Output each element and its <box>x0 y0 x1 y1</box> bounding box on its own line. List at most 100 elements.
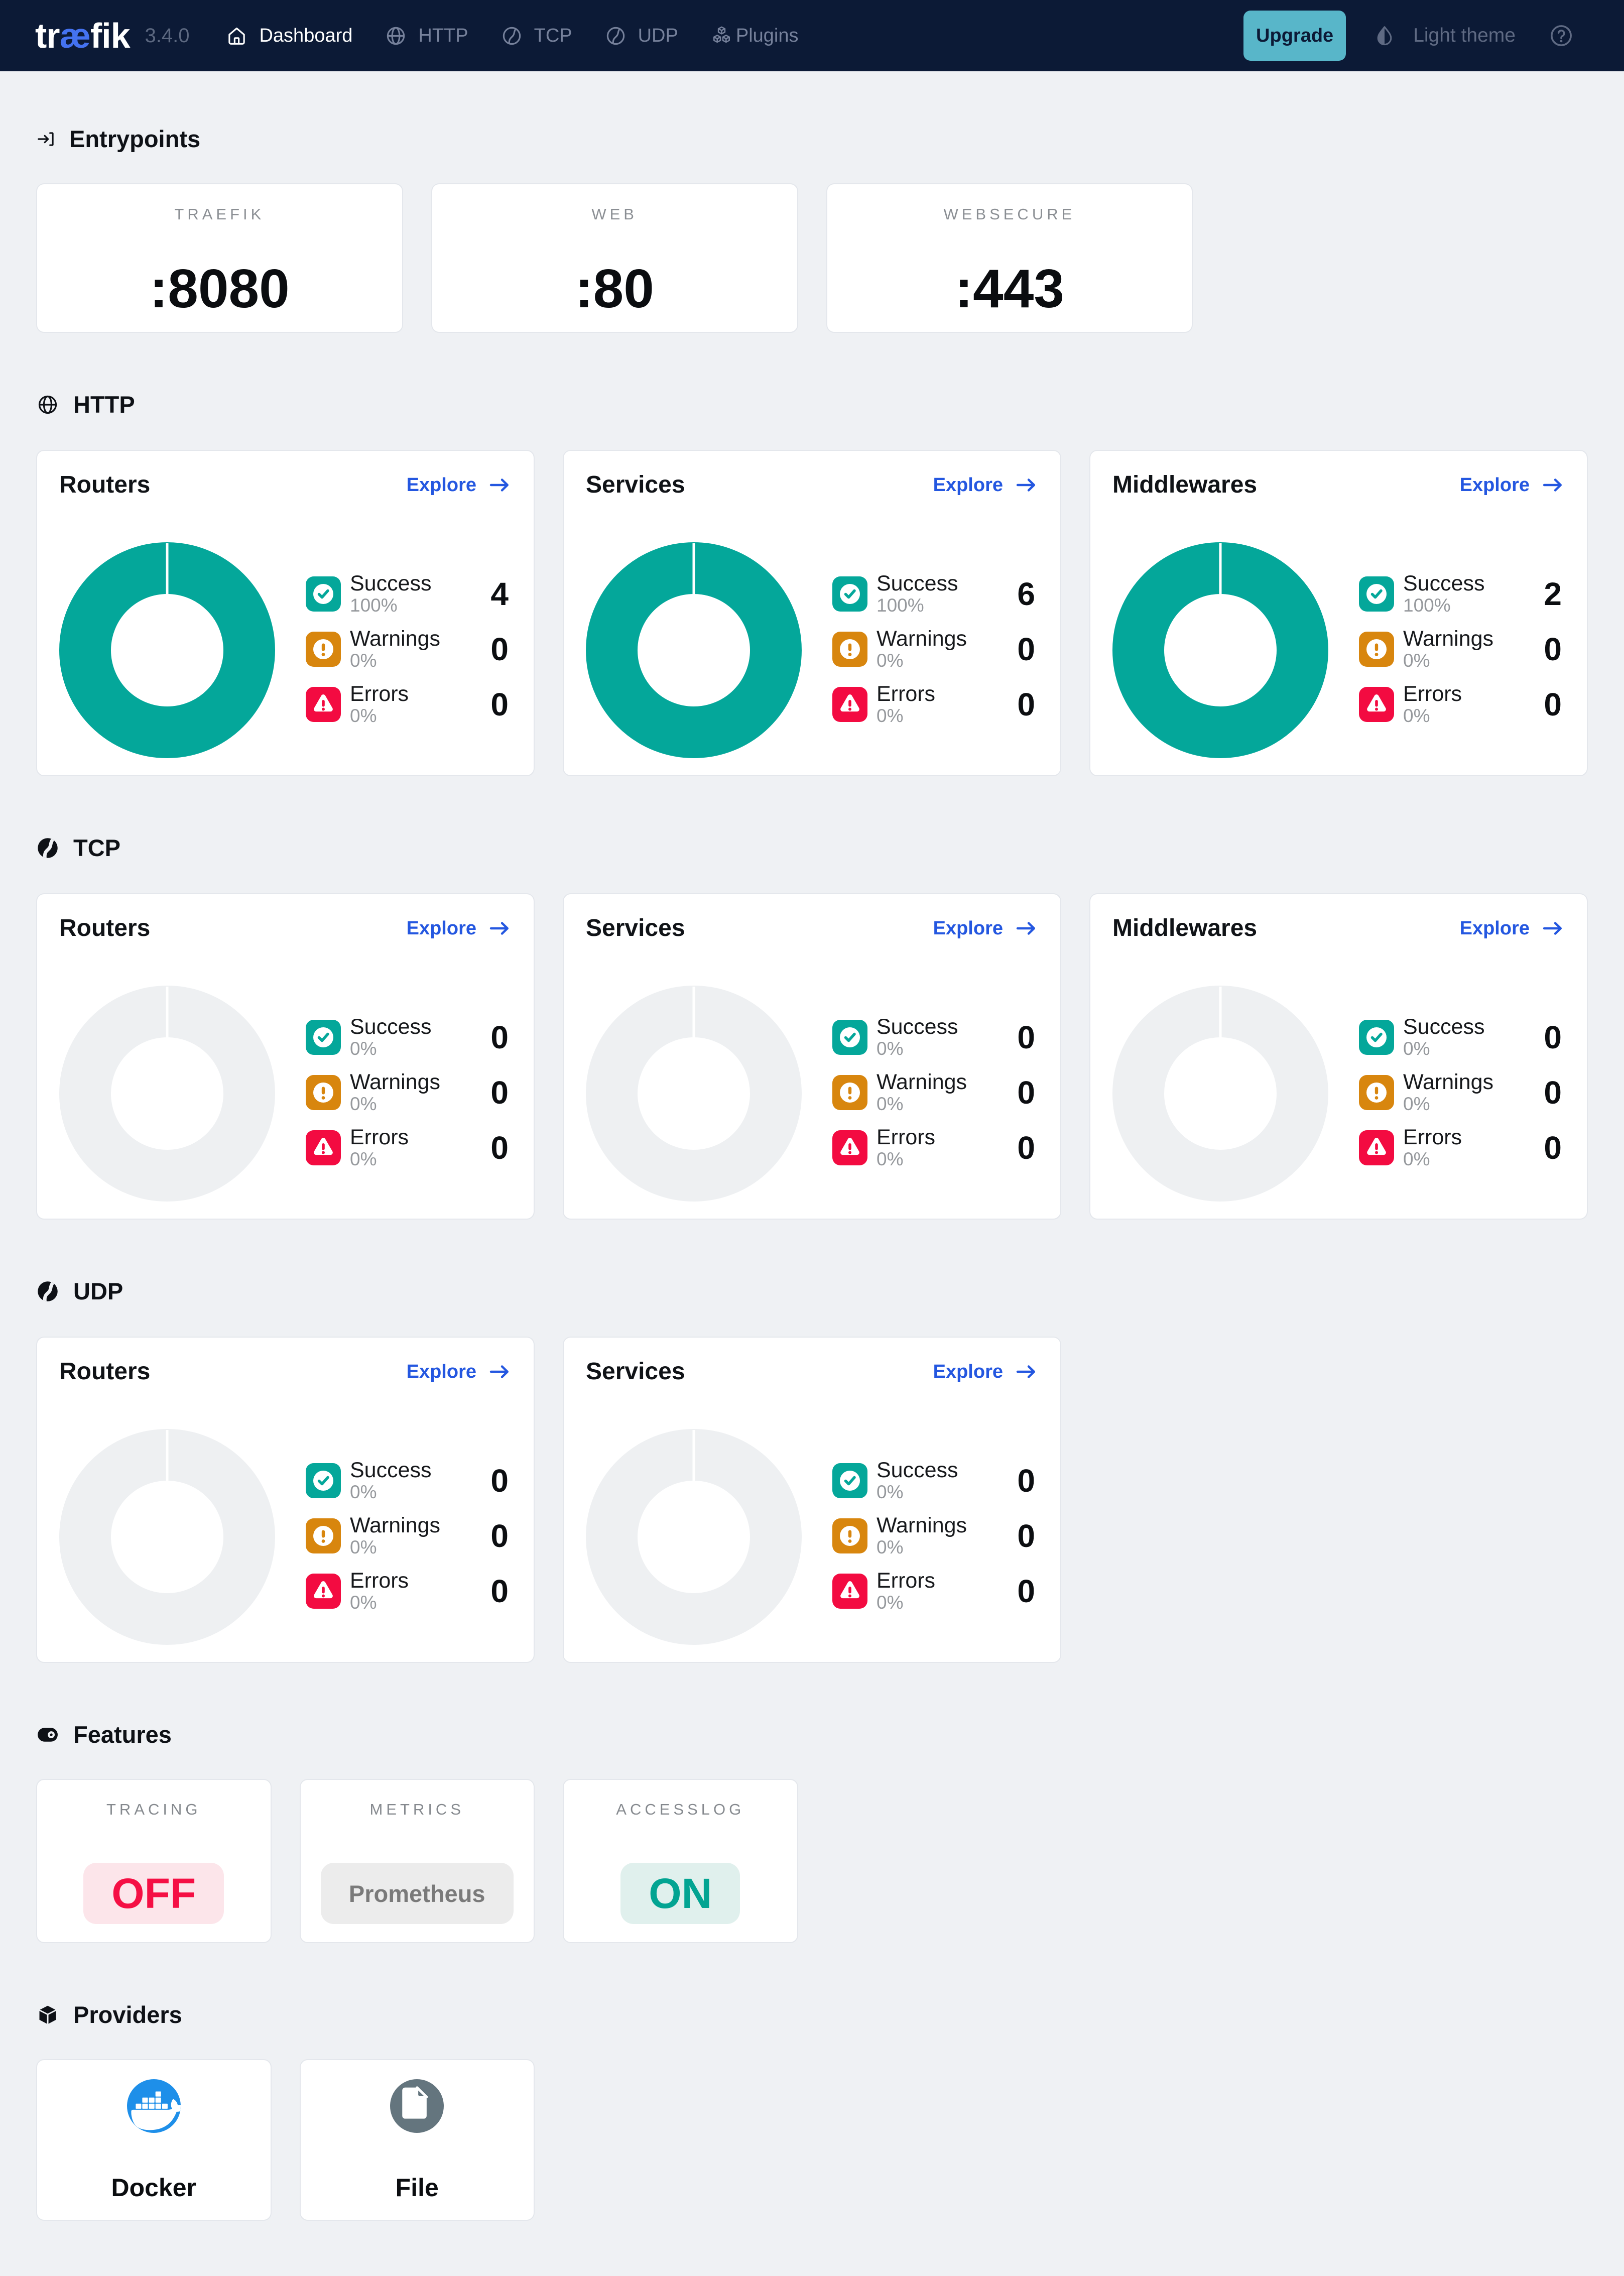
stat-label: Errors <box>1403 1125 1462 1149</box>
globe-wave-icon <box>604 25 627 47</box>
nav-item-dashboard[interactable]: Dashboard <box>225 25 352 47</box>
error-icon <box>306 1130 341 1165</box>
warning-icon <box>832 632 867 667</box>
donut-chart <box>59 1429 275 1645</box>
toggle-icon <box>36 1723 59 1746</box>
arrow-right-icon <box>1016 920 1036 936</box>
provider-card-docker: Docker <box>36 2059 272 2221</box>
explore-link[interactable]: Explore <box>407 1361 510 1383</box>
section-title: TCP <box>73 834 120 861</box>
nav-item-http[interactable]: HTTP <box>385 25 468 47</box>
stat-row-warnings: Warnings 0% 0 <box>832 1070 1035 1114</box>
stat-value: 4 <box>490 576 509 612</box>
file-icon <box>390 2079 444 2133</box>
arrow-right-icon <box>1016 477 1036 493</box>
stat-label: Success <box>1403 571 1485 595</box>
error-icon <box>1359 687 1394 722</box>
stat-percent: 0% <box>877 705 904 726</box>
stat-row-success: Success 0% 0 <box>306 1459 509 1502</box>
stat-label: Warnings <box>350 1513 441 1537</box>
upgrade-button[interactable]: Upgrade <box>1243 11 1346 61</box>
stat-label: Errors <box>350 1125 409 1149</box>
stat-row-success: Success 100% 2 <box>1359 572 1562 616</box>
stat-value: 0 <box>490 631 509 667</box>
error-icon <box>832 687 867 722</box>
arrow-right-icon <box>489 920 510 936</box>
section-title: Features <box>73 1721 172 1748</box>
stat-label: Warnings <box>350 627 441 651</box>
stat-percent: 0% <box>877 650 904 671</box>
section-udp: UDP Routers Explore <box>36 1277 1588 1663</box>
stat-value: 0 <box>490 1074 509 1111</box>
section-tcp: TCP Routers Explore <box>36 834 1588 1220</box>
explore-link[interactable]: Explore <box>407 918 510 939</box>
nav-item-tcp[interactable]: TCP <box>501 25 572 47</box>
theme-toggle[interactable]: Light theme <box>1373 24 1516 47</box>
globe-icon <box>385 25 407 47</box>
stat-label: Success <box>877 1458 958 1482</box>
entrypoint-label: WEB <box>591 205 638 223</box>
stat-percent: 100% <box>350 595 398 616</box>
main-nav: Dashboard HTTP TCP UDP Plugins <box>225 25 830 47</box>
nav-label: UDP <box>638 25 678 46</box>
http-routers-card: Routers Explore Su <box>36 450 535 776</box>
stat-percent: 0% <box>350 1592 377 1613</box>
stat-value: 0 <box>1017 1573 1035 1609</box>
card-title: Routers <box>59 1358 151 1385</box>
stat-label: Success <box>877 1015 958 1039</box>
stat-value: 0 <box>490 686 509 723</box>
explore-link[interactable]: Explore <box>1460 918 1563 939</box>
globe-wave-icon <box>36 1280 59 1303</box>
traefik-logo[interactable]: træfik <box>35 16 131 56</box>
stat-label: Success <box>877 571 958 595</box>
nav-item-plugins[interactable]: Plugins <box>710 25 798 47</box>
stat-row-errors: Errors 0% 0 <box>306 682 509 726</box>
stat-label: Warnings <box>1403 1070 1494 1094</box>
help-icon[interactable] <box>1549 23 1574 48</box>
nav-label: HTTP <box>418 25 468 46</box>
section-http: HTTP Routers Explore <box>36 391 1588 776</box>
topbar-right: Upgrade Light theme <box>1243 11 1574 61</box>
stat-value: 0 <box>1017 1019 1035 1055</box>
explore-link[interactable]: Explore <box>933 1361 1036 1383</box>
http-middlewares-card: Middlewares Explore <box>1089 450 1588 776</box>
udp-routers-card: Routers Explore Su <box>36 1337 535 1663</box>
stat-label: Errors <box>877 682 936 706</box>
stat-value: 0 <box>490 1130 509 1166</box>
feature-card-tracing: TRACING OFF <box>36 1779 272 1943</box>
card-title: Middlewares <box>1112 471 1258 498</box>
stat-percent: 100% <box>877 595 924 616</box>
card-title: Middlewares <box>1112 915 1258 941</box>
entrypoint-port: :80 <box>575 258 654 319</box>
provider-name: Docker <box>111 2174 197 2202</box>
donut-chart <box>586 542 802 758</box>
stat-label: Warnings <box>877 1513 967 1537</box>
stat-percent: 0% <box>350 1094 377 1114</box>
tcp-middlewares-card: Middlewares Explore <box>1089 893 1588 1220</box>
stat-row-errors: Errors 0% 0 <box>306 1569 509 1613</box>
stat-percent: 0% <box>350 650 377 671</box>
explore-link[interactable]: Explore <box>933 474 1036 496</box>
stat-value: 0 <box>1017 1074 1035 1111</box>
explore-link[interactable]: Explore <box>933 918 1036 939</box>
nav-item-udp[interactable]: UDP <box>604 25 678 47</box>
arrow-right-icon <box>1543 920 1563 936</box>
explore-link[interactable]: Explore <box>1460 474 1563 496</box>
stat-percent: 0% <box>877 1094 904 1114</box>
stat-value: 0 <box>1017 1130 1035 1166</box>
section-title: Entrypoints <box>69 126 201 152</box>
stat-row-warnings: Warnings 0% 0 <box>1359 627 1562 671</box>
error-icon <box>306 1574 341 1609</box>
droplet-icon <box>1373 24 1396 47</box>
stat-percent: 100% <box>1403 595 1451 616</box>
entrypoint-port: :8080 <box>149 258 290 319</box>
explore-link[interactable]: Explore <box>407 474 510 496</box>
stat-row-errors: Errors 0% 0 <box>306 1126 509 1169</box>
stat-label: Success <box>350 1458 432 1482</box>
logo-text-post: fik <box>90 16 131 55</box>
stat-label: Success <box>350 1015 432 1039</box>
section-title: HTTP <box>73 391 135 418</box>
stat-value: 0 <box>490 1019 509 1055</box>
stat-row-warnings: Warnings 0% 0 <box>832 1514 1035 1558</box>
http-services-card: Services Explore S <box>563 450 1061 776</box>
